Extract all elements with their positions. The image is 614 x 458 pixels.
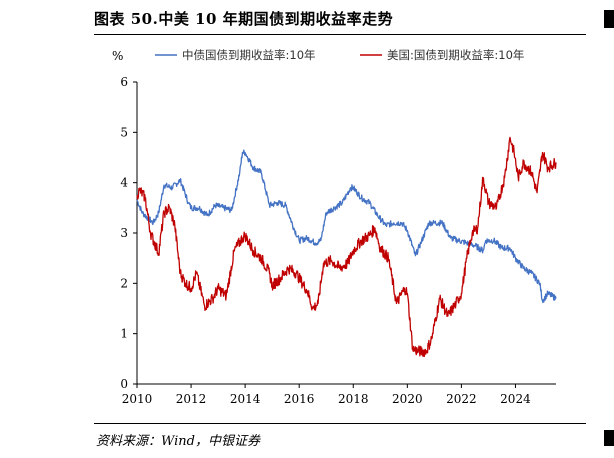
x-tick-label: 2014 — [230, 392, 261, 406]
adjacent-page-edge-marker-bottom — [604, 430, 614, 446]
y-tick-label: 2 — [120, 276, 128, 290]
adjacent-page-edge-marker — [604, 10, 614, 28]
x-tick-label: 2010 — [122, 392, 153, 406]
y-tick-label: 4 — [120, 176, 128, 190]
axes: 0 1 2 3 4 5 6% 2010 2012 2014 2016 2018 2020 2022 2024 — [112, 49, 556, 406]
legend-label: 美国:国债到期收益率:10年 — [387, 48, 524, 62]
y-tick-label: 3 — [120, 226, 128, 240]
x-tick-label: 2024 — [500, 392, 531, 406]
x-tick-label: 2020 — [392, 392, 423, 406]
series-line-1 — [136, 149, 557, 304]
y-tick-label: 1 — [120, 327, 128, 341]
x-tick-label: 2016 — [284, 392, 315, 406]
legend: 中债国债到期收益率:10年 美国:国债到期收益率:10年 — [155, 48, 524, 62]
y-tick-label: 5 — [120, 125, 128, 139]
x-tick-label: 2022 — [446, 392, 477, 406]
source-note: 资料来源：Wind，中银证券 — [96, 434, 260, 449]
y-axis-label: % — [112, 49, 123, 63]
y-tick-label: 0 — [120, 377, 128, 391]
bottom-rule — [94, 423, 586, 424]
top-rule — [94, 34, 586, 35]
series-lines — [136, 136, 557, 358]
series-line-2 — [136, 136, 557, 358]
y-tick-label: 6 — [120, 75, 128, 89]
chart-title: 图表 50.中美 10 年期国债到期收益率走势 — [94, 10, 394, 28]
legend-label: 中债国债到期收益率:10年 — [182, 48, 316, 62]
x-tick-label: 2012 — [176, 392, 207, 406]
x-tick-label: 2018 — [338, 392, 369, 406]
